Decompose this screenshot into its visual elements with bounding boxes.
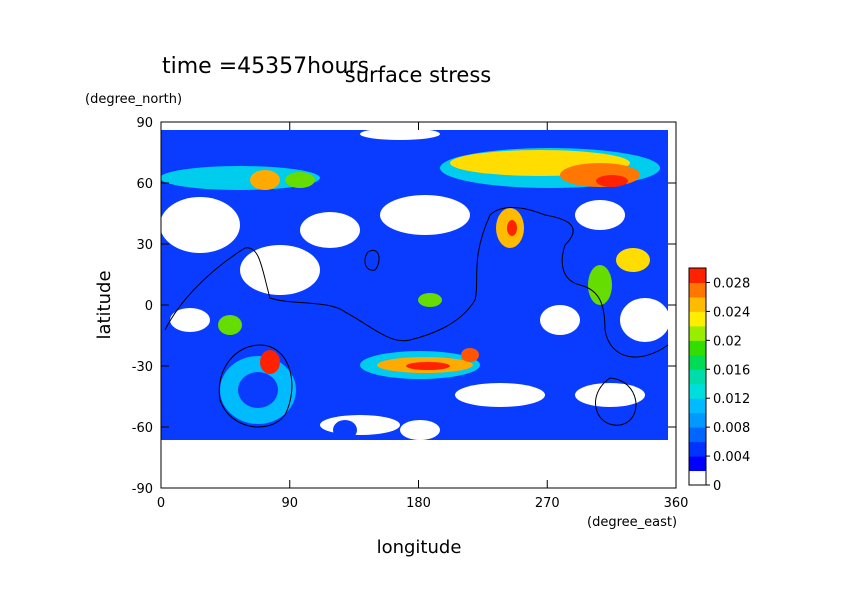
colorbar-band bbox=[689, 369, 706, 385]
y-tick-label: -90 bbox=[132, 482, 153, 497]
x-tick-label: 90 bbox=[281, 496, 298, 511]
colorbar-band bbox=[689, 398, 706, 414]
colorbar-label: 0.012 bbox=[713, 392, 750, 407]
y-tick-label: 30 bbox=[136, 238, 153, 253]
colorbar-band bbox=[689, 325, 706, 341]
colorbar-band bbox=[689, 282, 706, 298]
colorbar-band bbox=[689, 383, 706, 399]
colorbar-band bbox=[689, 456, 706, 472]
colorbar-band bbox=[689, 470, 706, 486]
colorbar-band bbox=[689, 354, 706, 370]
y-axis-label: latitude bbox=[94, 270, 115, 339]
time-label: time =45357hours bbox=[162, 54, 369, 79]
x-tick-label: 270 bbox=[535, 496, 560, 511]
x-axis-label: longitude bbox=[377, 537, 462, 558]
colorbar-band bbox=[689, 441, 706, 457]
contour-field bbox=[161, 128, 676, 488]
y-tick-label: 90 bbox=[136, 116, 153, 131]
x-unit: (degree_east) bbox=[587, 515, 677, 530]
colorbar-label: 0.024 bbox=[713, 305, 750, 320]
colorbar-label: 0.008 bbox=[713, 421, 750, 436]
colorbar-band bbox=[689, 296, 706, 312]
colorbar-band bbox=[689, 427, 706, 443]
colorbar-label: 0.004 bbox=[713, 450, 750, 465]
colorbar-band bbox=[689, 268, 706, 283]
colorbar-label: 0.028 bbox=[713, 276, 750, 291]
colorbar-band bbox=[689, 311, 706, 327]
coastlines bbox=[164, 207, 669, 428]
colorbar-label: 0 bbox=[713, 479, 721, 494]
x-tick-label: 0 bbox=[157, 496, 165, 511]
colorbar-band bbox=[689, 412, 706, 428]
y-tick-label: -30 bbox=[132, 360, 153, 375]
y-tick-label: 60 bbox=[136, 177, 153, 192]
colorbar-frame bbox=[688, 267, 707, 486]
x-tick-label: 180 bbox=[406, 496, 431, 511]
colorbar-band bbox=[689, 340, 706, 356]
colorbar-label: 0.02 bbox=[713, 334, 742, 349]
chart-title: surface stress bbox=[345, 63, 491, 87]
x-tick-label: 360 bbox=[664, 496, 689, 511]
y-unit: (degree_north) bbox=[85, 92, 182, 107]
y-tick-label: 0 bbox=[145, 299, 153, 314]
colorbar-label: 0.016 bbox=[713, 363, 750, 378]
y-tick-label: -60 bbox=[132, 421, 153, 436]
